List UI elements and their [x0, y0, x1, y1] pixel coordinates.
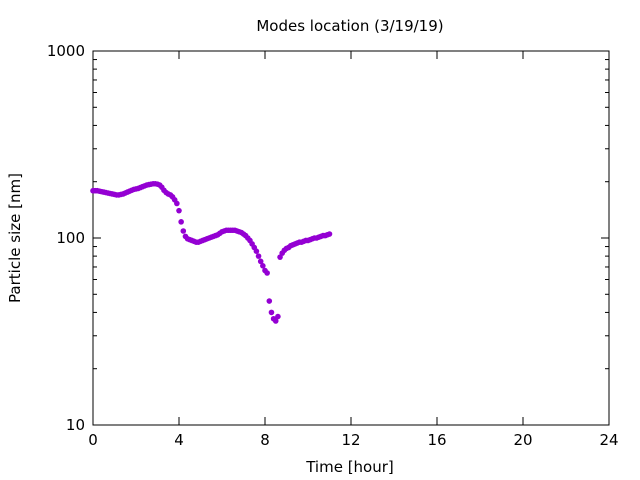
- x-tick-label: 8: [260, 431, 270, 449]
- x-tick-label: 4: [174, 431, 184, 449]
- data-point: [268, 309, 275, 316]
- y-tick-label: 1000: [47, 42, 85, 60]
- x-axis-label: Time [hour]: [305, 458, 394, 476]
- x-tick-label: 20: [513, 431, 532, 449]
- data-point: [260, 263, 266, 269]
- x-tick-label: 16: [427, 431, 446, 449]
- data-point: [257, 258, 264, 265]
- data-point: [275, 313, 281, 320]
- data-point: [272, 318, 279, 324]
- data-point: [178, 219, 184, 225]
- x-tick-label: 24: [599, 431, 618, 449]
- data-point: [255, 253, 262, 259]
- y-tick-label: 100: [56, 229, 85, 247]
- y-tick-label: 10: [66, 416, 85, 434]
- chart-title: Modes location (3/19/19): [256, 17, 443, 35]
- data-points: [90, 180, 333, 324]
- data-point: [264, 270, 270, 276]
- x-tick-label: 12: [341, 431, 360, 449]
- data-point: [180, 228, 187, 234]
- data-point: [174, 200, 180, 207]
- x-tick-label: 0: [88, 431, 98, 449]
- y-axis-ticks: 10 100 1000: [47, 42, 609, 434]
- data-point: [253, 248, 260, 254]
- data-point: [326, 231, 333, 237]
- data-point: [176, 207, 182, 214]
- y-axis-label: Particle size [nm]: [6, 173, 24, 303]
- data-point: [266, 298, 273, 304]
- x-axis-ticks: 0 4 8 12 16 20 24: [88, 51, 619, 449]
